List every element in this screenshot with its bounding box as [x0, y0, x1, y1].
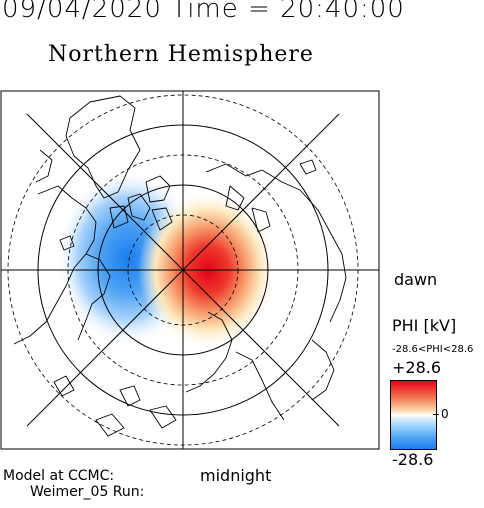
datetime-title: 09/04/2020 Time = 20:40:00	[2, 0, 405, 24]
colorbar-zero-tick	[433, 414, 439, 415]
colorbar-title: PHI [kV]	[392, 316, 457, 335]
colorbar-min-label: -28.6	[392, 450, 434, 469]
run-line: Weimer_05 Run:	[30, 484, 145, 500]
colorbar-max-label: +28.6	[392, 358, 442, 377]
model-line: Model at CCMC:	[3, 468, 115, 484]
hemisphere-title: Northern Hemisphere	[48, 42, 314, 67]
colorbar	[390, 380, 437, 450]
colorbar-range-text: -28.6<PHI<28.6	[392, 344, 474, 355]
polar-map	[0, 90, 380, 450]
dawn-label: dawn	[394, 270, 438, 289]
colorbar-mid-label: 0	[441, 407, 449, 421]
midnight-label: midnight	[200, 466, 272, 485]
coastlines	[13, 95, 347, 437]
meridian-diagonal-2	[26, 113, 340, 427]
